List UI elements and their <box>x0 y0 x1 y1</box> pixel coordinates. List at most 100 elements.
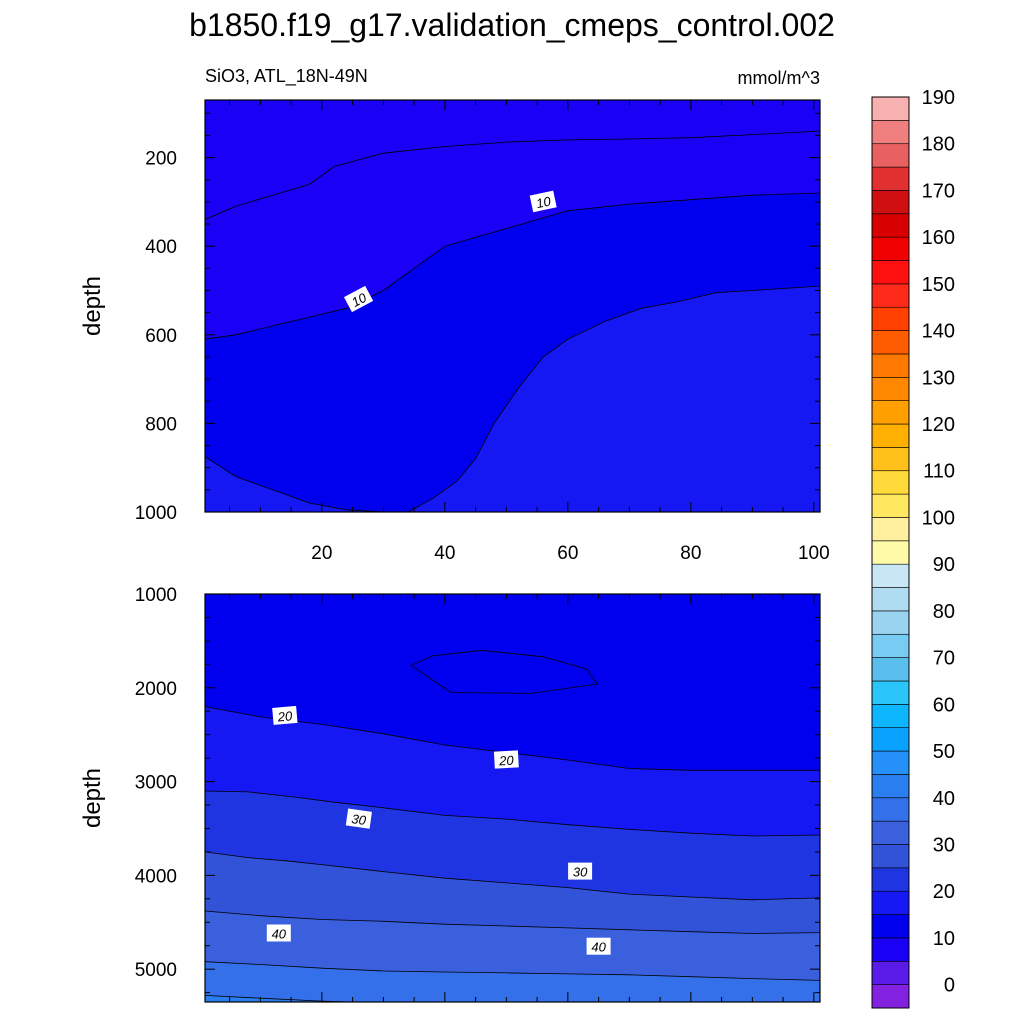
colorbar-swatch <box>871 657 910 682</box>
contour-line-15 <box>205 192 820 340</box>
contour-band-45 <box>205 995 820 1002</box>
colorbar-swatch <box>871 166 910 191</box>
colorbar-tick-label: 50 <box>933 741 955 763</box>
contour-label: 30 <box>568 862 593 880</box>
colorbar-swatch <box>871 540 910 565</box>
y-tick-label: 400 <box>145 237 177 258</box>
contour-label: 40 <box>586 937 611 955</box>
units-subtitle: mmol/m^3 <box>738 68 820 88</box>
colorbar-swatch <box>871 704 910 728</box>
x-tick-label: 40 <box>434 543 455 564</box>
colorbar-swatch <box>871 96 910 121</box>
colorbar-swatch <box>871 960 910 985</box>
svg-text:20: 20 <box>276 708 293 724</box>
colorbar-swatch <box>871 984 910 1009</box>
lower-panel: 1000 2000 3000 4000 5000 depth 20 20 30 30 40 40 <box>79 585 821 1003</box>
colorbar-swatch <box>871 914 910 939</box>
colorbar-tick-label: 20 <box>933 881 955 903</box>
y-tick-label: 4000 <box>135 866 177 887</box>
svg-text:40: 40 <box>272 927 287 942</box>
colorbar-swatch <box>871 493 910 518</box>
y-axis-label: depth <box>79 768 106 828</box>
colorbar-tick-label: 70 <box>933 648 955 670</box>
colorbar-swatch <box>871 750 910 775</box>
colorbar-tick-label: 60 <box>933 694 955 716</box>
svg-text:30: 30 <box>351 811 368 828</box>
x-tick-label: 20 <box>311 543 332 564</box>
colorbar-tick-label: 140 <box>922 321 955 343</box>
colorbar-swatch <box>871 283 910 308</box>
upper-panel: 20 40 60 80 100 200 400 600 800 1000 depth 10 10 <box>79 99 830 564</box>
variable-subtitle: SiO3, ATL_18N-49N <box>205 66 368 87</box>
colorbar-swatch <box>871 447 910 472</box>
plot-frame <box>204 593 821 1003</box>
svg-text:30: 30 <box>573 865 588 880</box>
contour-line-20 <box>205 285 820 512</box>
y-axis-label: depth <box>79 276 106 336</box>
contour-line-30 <box>205 851 820 901</box>
colorbar-swatch <box>871 774 910 799</box>
colorbar-swatch <box>871 610 910 635</box>
colorbar-swatch <box>871 633 910 658</box>
svg-text:40: 40 <box>591 940 606 955</box>
chart-title: b1850.f19_g17.validation_cmeps_control.0… <box>189 7 835 43</box>
colorbar-tick-label: 40 <box>933 788 955 810</box>
colorbar-swatch <box>871 517 910 542</box>
y-tick-label: 1000 <box>135 585 177 606</box>
x-tick-label: 100 <box>798 543 830 564</box>
contour-label: 20 <box>272 705 298 725</box>
colorbar-tick-label: 190 <box>922 87 955 109</box>
colorbar-tick-label: 100 <box>922 507 955 529</box>
colorbar-swatch <box>871 820 910 845</box>
colorbar-swatch <box>871 797 910 822</box>
contour-label: 20 <box>493 750 519 769</box>
colorbar-swatch <box>871 213 910 238</box>
colorbar-tick-label: 130 <box>922 367 955 389</box>
colorbar-tick-label: 120 <box>922 414 955 436</box>
colorbar-swatch <box>871 680 910 705</box>
colorbar-tick-label: 0 <box>944 975 955 997</box>
colorbar-swatch <box>871 867 910 892</box>
contour-label: 30 <box>345 808 372 829</box>
colorbar-tick-label: 10 <box>933 928 955 950</box>
colorbar-swatch <box>871 190 910 215</box>
contour-band-20 <box>205 286 820 512</box>
x-tick-label: 80 <box>680 543 701 564</box>
plot-frame <box>204 99 821 513</box>
contour-band-40 <box>205 961 820 1002</box>
y-tick-label: 2000 <box>135 679 177 700</box>
contour-line-40 <box>205 961 820 981</box>
colorbar-tick-label: 160 <box>922 227 955 249</box>
y-tick-label: 1000 <box>135 503 177 524</box>
y-tick-label: 5000 <box>135 960 177 981</box>
colorbar-swatch <box>871 353 910 378</box>
colorbar-swatch <box>871 143 910 168</box>
y-tick-label: 200 <box>145 149 177 170</box>
colorbar-swatch <box>871 377 910 401</box>
contour-line-35 <box>205 910 820 934</box>
contour-label: 40 <box>266 924 291 942</box>
y-tick-label: 600 <box>145 326 177 347</box>
colorbar-swatch <box>871 844 910 869</box>
colorbar-swatch <box>871 470 910 495</box>
colorbar-swatch <box>871 306 910 331</box>
y-tick-label: 800 <box>145 414 177 435</box>
colorbar-tick-label: 180 <box>922 134 955 156</box>
colorbar-tick-label: 110 <box>923 461 955 483</box>
svg-text:10: 10 <box>535 193 553 211</box>
colorbar-swatch <box>871 587 910 612</box>
contour-label: 10 <box>343 285 374 313</box>
colorbar-swatch <box>871 236 910 261</box>
colorbar-swatch <box>871 260 910 285</box>
colorbar-tick-label: 90 <box>933 554 955 576</box>
colorbar-swatch <box>871 890 910 915</box>
contour-pocket <box>410 649 599 694</box>
colorbar-swatch <box>871 563 910 588</box>
colorbar-tick-label: 80 <box>933 601 955 623</box>
colorbar: 0 10 20 30 40 50 60 70 80 90 100 110 120 130 140 150 160… <box>871 87 955 1009</box>
contour-line-25 <box>205 790 820 837</box>
colorbar-swatch <box>871 330 910 355</box>
y-tick-label: 3000 <box>135 773 177 794</box>
